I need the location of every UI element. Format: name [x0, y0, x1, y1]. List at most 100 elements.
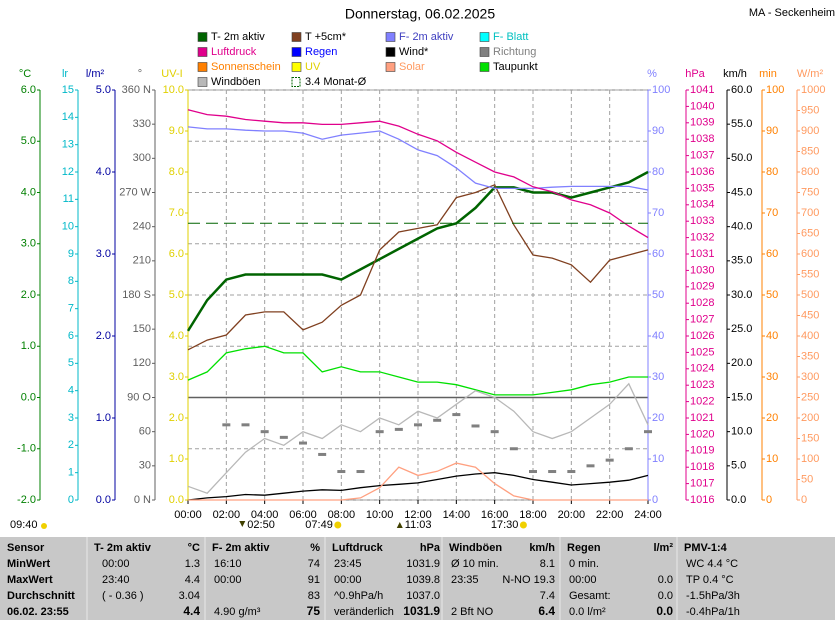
axis-tick-label: 90 — [766, 125, 778, 137]
legend-swatch — [385, 32, 396, 42]
direction-mark — [241, 423, 250, 427]
legend-label: 3.4 Monat-Ø — [305, 76, 367, 88]
axis-title: min — [759, 68, 777, 80]
stats-panel — [0, 537, 835, 620]
direction-mark — [644, 430, 652, 434]
axis-tick-label: 30.0 — [731, 289, 752, 301]
axis-tick-label: 11 — [63, 193, 74, 205]
axis-tick-label: 2.0 — [96, 330, 111, 342]
legend-label: Sonnenschein — [211, 61, 281, 73]
axis-tick-label: 10.0 — [163, 84, 184, 96]
direction-mark — [375, 430, 384, 434]
axis-tick-label: 0.0 — [21, 391, 36, 403]
axis-tick-label: 900 — [801, 125, 819, 137]
x-tick-label: 00:00 — [174, 509, 202, 521]
direction-mark — [624, 447, 633, 451]
series-line — [187, 472, 649, 501]
column-header: Windböen — [449, 542, 502, 554]
moon-icon — [396, 522, 403, 528]
legend-label: UV — [305, 61, 321, 73]
cell: 4.90 g/m³ — [214, 606, 261, 618]
axis-title: W/m² — [797, 68, 824, 80]
axis-tick-label: 30 — [139, 460, 151, 472]
direction-mark — [586, 464, 595, 468]
axis-tick-label: 330 — [133, 118, 151, 130]
x-tick-label: 02:00 — [213, 509, 241, 521]
x-tick-label: 10:00 — [366, 509, 394, 521]
cell-value: 1039.8 — [406, 574, 440, 586]
cell: 23:45 — [334, 558, 362, 570]
row-label: Sensor — [7, 542, 45, 554]
column-unit: l/m² — [653, 542, 673, 554]
cell-value: 1.3 — [185, 558, 200, 570]
axis-tick-label: 150 — [133, 323, 151, 335]
axis-tick-label: 1.0 — [169, 453, 184, 465]
direction-mark — [318, 452, 327, 456]
x-tick-label: 08:00 — [328, 509, 356, 521]
cell: WC 4.4 °C — [686, 558, 738, 570]
axis-tick-label: 7 — [68, 303, 74, 315]
cell: ( - 0.36 ) — [102, 590, 144, 602]
axis-tick-label: 1021 — [690, 412, 714, 424]
axis-tick-label: 1000 — [801, 84, 825, 96]
cell-value: 91 — [308, 574, 320, 586]
axis-tick-label: 270 W — [119, 186, 151, 198]
direction-mark — [414, 423, 422, 427]
cell-value: 75 — [307, 604, 321, 618]
axis-tick-label: 60 — [652, 248, 664, 260]
cell-value: 6.4 — [538, 604, 555, 618]
axis-tick-label: 60 — [766, 248, 778, 260]
legend-label: F- 2m aktiv — [399, 31, 454, 43]
direction-mark — [471, 424, 480, 428]
axis-tick-label: 9 — [68, 248, 74, 260]
direction-mark — [394, 427, 403, 431]
legend-swatch — [197, 62, 208, 72]
axis-tick-label: 150 — [801, 432, 819, 444]
note: 09:40 — [10, 519, 38, 531]
axis-tick-label: 0 — [801, 494, 807, 506]
axis-tick-label: 0 — [652, 494, 658, 506]
cell-value: 1031.9 — [406, 558, 440, 570]
legend-label: Richtung — [493, 46, 536, 58]
cell: 23:40 — [102, 574, 130, 586]
axis-tick-label: 60 — [139, 426, 151, 438]
cell: 23:35 — [451, 574, 479, 586]
axis-tick-label: 3.0 — [21, 238, 36, 250]
axis-tick-label: 1.0 — [96, 412, 111, 424]
legend-label: T- 2m aktiv — [211, 31, 265, 43]
axis-tick-label: 9.0 — [169, 125, 184, 137]
axis-tick-label: 0 — [68, 494, 74, 506]
legend-swatch — [197, 77, 208, 87]
axis-tick-label: 700 — [801, 207, 819, 219]
axis-tick-label: 1028 — [690, 297, 714, 309]
series-line — [187, 183, 649, 351]
axis-tick-label: 450 — [801, 309, 819, 321]
axis-tick-label: 50 — [766, 289, 778, 301]
axis-tick-label: 1034 — [690, 199, 714, 211]
x-tick-label: 24:00 — [634, 509, 662, 521]
axis-tick-label: 25.0 — [731, 323, 752, 335]
sun-icon — [334, 521, 342, 529]
column-header: T- 2m aktiv — [94, 542, 152, 554]
cell: 2 Bft NO — [451, 606, 494, 618]
direction-mark — [490, 430, 499, 434]
axis-title: °C — [19, 68, 31, 80]
cell: Gesamt: — [569, 590, 611, 602]
axis-tick-label: 70 — [652, 207, 664, 219]
axis-tick-label: 1023 — [690, 379, 714, 391]
cell-value: 4.4 — [183, 604, 200, 618]
axis-tick-label: 750 — [801, 186, 819, 198]
legend-swatch — [479, 32, 490, 42]
axis-tick-label: 1018 — [690, 461, 714, 473]
axis-tick-label: 5.0 — [731, 460, 746, 472]
direction-mark — [529, 470, 537, 474]
cell-value: 1037.0 — [406, 590, 440, 602]
axis-tick-label: 1036 — [690, 166, 714, 178]
axis-tick-label: 1040 — [690, 100, 714, 112]
axis-tick-label: 1016 — [690, 494, 714, 506]
axis-tick-label: 80 — [652, 166, 664, 178]
axis-tick-label: 50 — [652, 289, 664, 301]
legend-swatch — [291, 47, 302, 57]
axis-tick-label: 200 — [801, 412, 819, 424]
cell-value: 0.0 — [658, 574, 673, 586]
